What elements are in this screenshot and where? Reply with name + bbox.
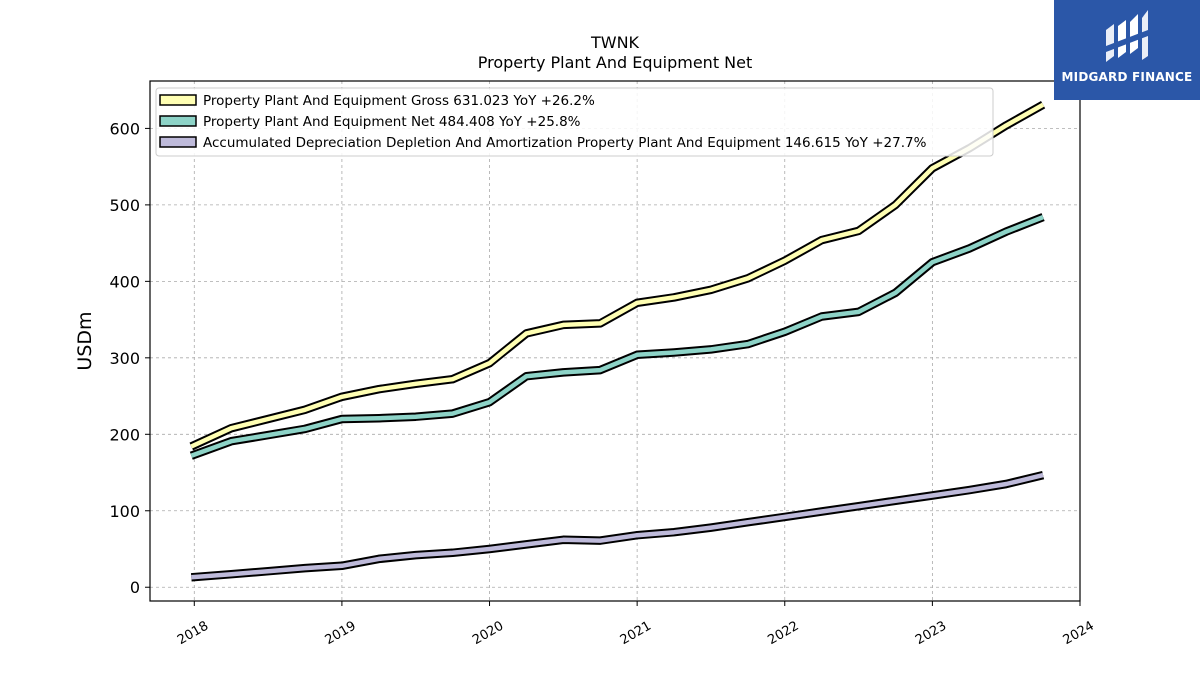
legend-swatch-1 bbox=[159, 94, 197, 106]
series-2-line bbox=[190, 215, 1044, 458]
series-2-outline bbox=[189, 213, 1045, 460]
grid bbox=[150, 81, 1081, 601]
midgard-logo-icon bbox=[1106, 10, 1148, 62]
y-tick-label: 0 bbox=[130, 578, 140, 597]
legend-label-1: Property Plant And Equipment Gross 631.0… bbox=[203, 93, 595, 109]
series-layer bbox=[189, 100, 1046, 582]
series-1-line bbox=[190, 102, 1045, 449]
y-tick-label: 100 bbox=[109, 502, 140, 521]
x-tick-label: 2019 bbox=[323, 619, 359, 649]
y-tick-label: 500 bbox=[109, 196, 140, 215]
y-tick-label: 400 bbox=[109, 272, 140, 291]
x-tick-label: 2024 bbox=[1061, 619, 1097, 649]
chart-title: TWNK bbox=[590, 33, 640, 52]
y-tick-label: 200 bbox=[109, 425, 140, 444]
legend: Property Plant And Equipment Gross 631.0… bbox=[155, 87, 994, 157]
x-tick-label: 2023 bbox=[913, 619, 949, 649]
brand-logo: MIDGARD FINANCE bbox=[1054, 0, 1200, 100]
plot-frame bbox=[149, 80, 1081, 602]
x-tick-label: 2021 bbox=[618, 619, 654, 649]
series-3-outline bbox=[190, 470, 1045, 582]
y-tick-label: 300 bbox=[109, 349, 140, 368]
legend-label-3: Accumulated Depreciation Depletion And A… bbox=[203, 135, 927, 151]
x-tick-label: 2020 bbox=[470, 619, 506, 649]
legend-label-2: Property Plant And Equipment Net 484.408… bbox=[203, 114, 581, 130]
y-tick-label: 600 bbox=[109, 119, 140, 138]
chart-subtitle: Property Plant And Equipment Net bbox=[478, 53, 753, 72]
legend-box bbox=[155, 87, 994, 157]
series-3-line bbox=[191, 472, 1044, 580]
legend-swatch-3 bbox=[159, 136, 197, 148]
x-tick-label: 2018 bbox=[175, 619, 211, 649]
legend-swatch-2 bbox=[159, 115, 197, 127]
x-tick-label: 2022 bbox=[765, 619, 801, 649]
brand-name: MIDGARD FINANCE bbox=[1061, 70, 1193, 84]
y-axis-label: USDm bbox=[74, 311, 96, 370]
